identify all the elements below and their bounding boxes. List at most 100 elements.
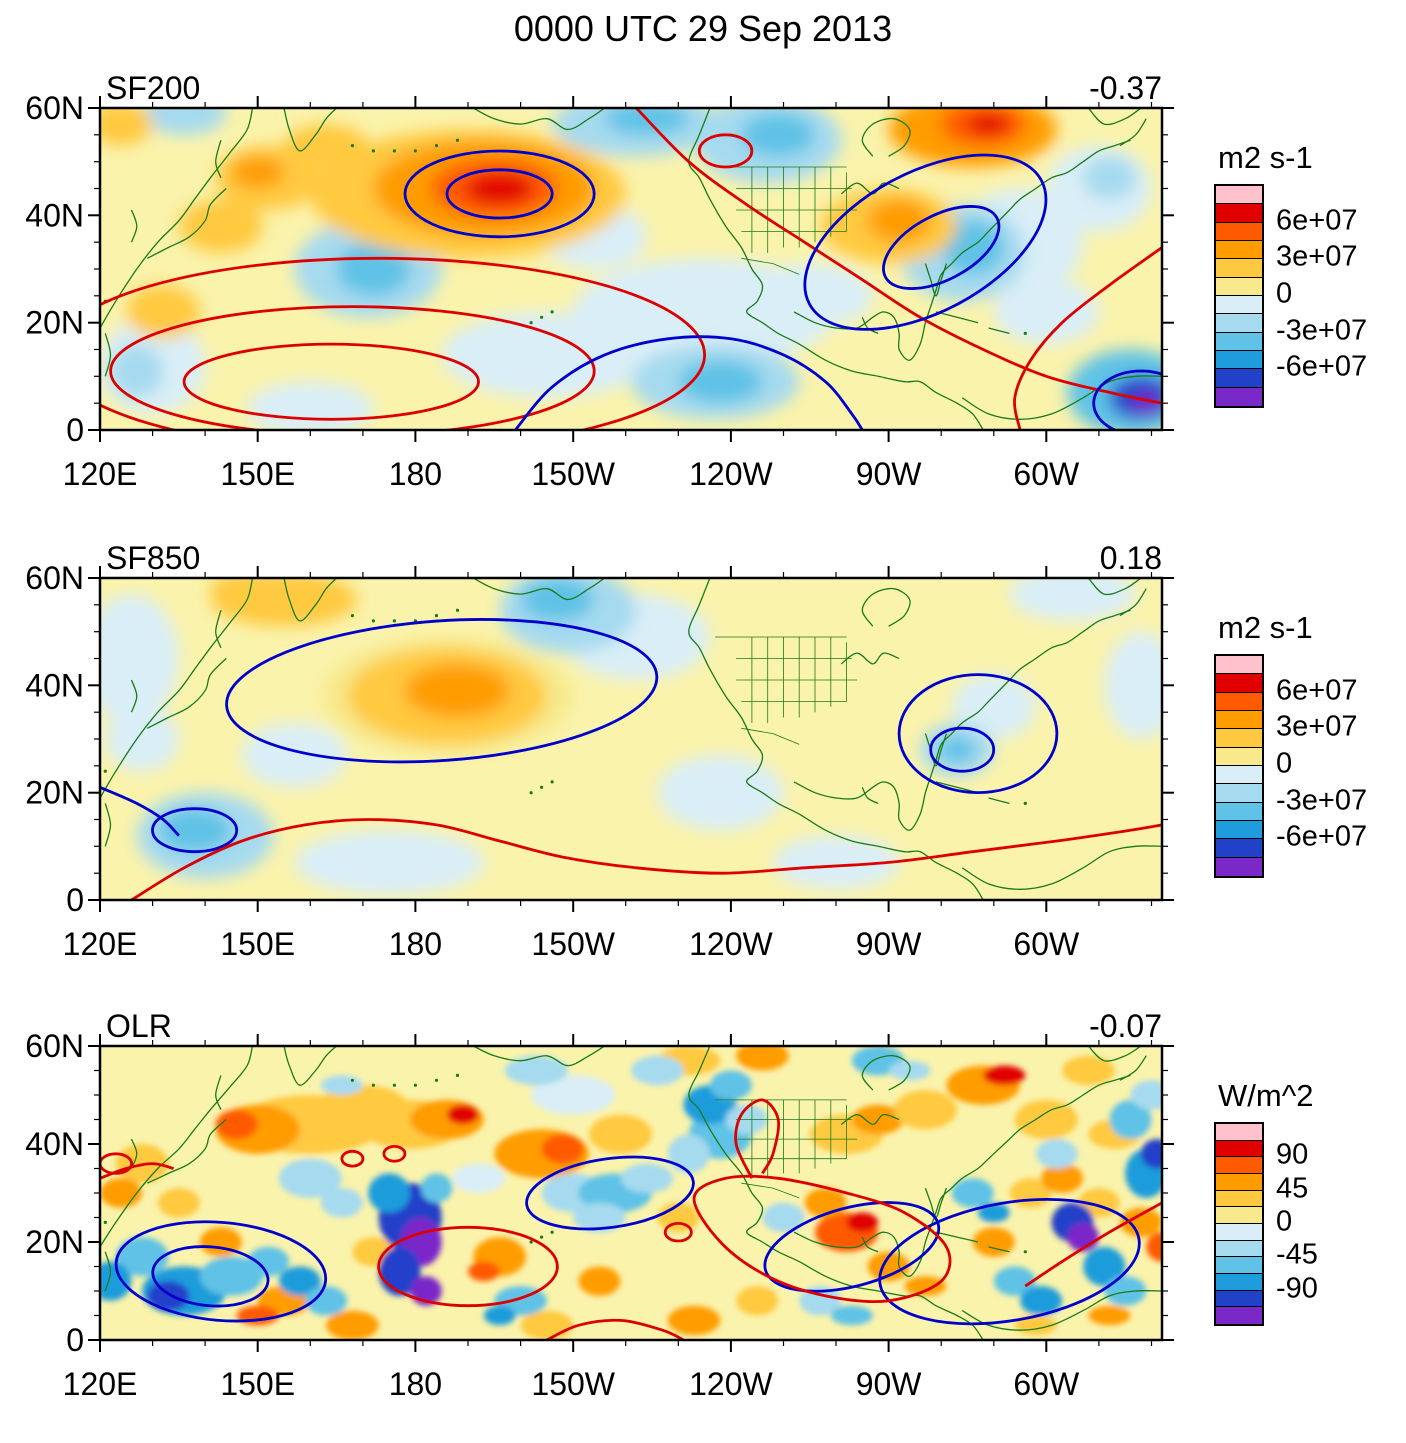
anomaly-blob [199,1256,263,1296]
map-plot-svg: 120E 150E 180 150W 120W 90W 60W 0 20N 40N 60N [25,560,1174,962]
y-tick-label: 0 [66,1322,84,1358]
colorbar-cell [1216,1257,1262,1274]
colorbar-cell [1216,240,1262,260]
anomaly-blob [904,1276,947,1296]
anomaly-blob [1088,1305,1131,1326]
anomaly-blob [520,1310,574,1340]
anomaly-blob [231,156,284,189]
colorbar-tick-label: 0 [1276,277,1293,310]
anomaly-blob [368,1173,411,1213]
shaded-anomalies [100,578,1162,895]
colorbar-tick-label: -45 [1276,1238,1318,1271]
figure-title: 0000 UTC 29 Sep 2013 [513,8,893,49]
y-tick-label: 20N [25,1224,84,1260]
contour-line [114,1220,328,1323]
anomaly-blob [465,172,534,205]
contour-line [929,726,996,773]
colorbar-unit-label: W/m^2 [1218,1078,1314,1113]
contour-line [525,1155,695,1231]
colorbar-tick-label: 90 [1276,1138,1309,1171]
colorbar-cell [1216,1173,1262,1191]
x-tick-label: 60W [1013,1366,1080,1402]
panel-correlation-value: 0.18 [1099,540,1162,576]
colorbar-cell [1216,204,1262,223]
contour-line [225,618,659,764]
panel-sf850: SF850 0.18 120E 150E 180 150W 120W 90W 60W 0 20N… [0,540,1406,1008]
anomaly-blob [967,113,1010,135]
anomaly-blob [1083,1246,1126,1287]
anomaly-blob [578,1266,621,1296]
x-tick-label: 90W [856,456,923,492]
anomaly-blob [215,1109,258,1140]
colorbar-cell [1216,332,1262,351]
x-tick-label: 120W [689,1366,773,1402]
colorbar-cell [1216,186,1262,205]
contour-line [1013,246,1162,430]
anomaly-blob [404,663,511,718]
coastlines [100,1046,1162,1340]
contour-line [878,1197,1141,1326]
colorbar-cell [1216,692,1262,711]
panel-olr: OLR -0.07 120E 150E 180 150W 120W 90W 60W 0 20N 4… [0,1008,1406,1443]
anomaly-blob [1104,631,1162,739]
anomaly-blob [772,835,900,890]
contour-lines [100,1098,1162,1340]
colorbar-body [1214,654,1264,878]
anomaly-blob [1035,1139,1078,1169]
colorbar-tick-label: -6e+07 [1276,350,1368,383]
x-tick-label: 150W [531,1366,615,1402]
anomaly-blob [105,706,179,772]
anomaly-blob [247,381,374,430]
colorbar-tick-label: 3e+07 [1276,240,1358,273]
colorbar-cell [1216,747,1262,766]
anomaly-blob [1120,1207,1162,1238]
y-tick-label: 20N [25,305,84,341]
colorbar-cell [1216,674,1262,693]
axis-ticks [88,96,1174,442]
contour-line [763,1201,941,1293]
contour-line [1092,369,1162,430]
colorbar-cell [1216,1157,1262,1174]
anomaly-blob [830,1305,873,1326]
colorbar-tick-label: 3e+07 [1276,710,1358,743]
x-tick-label: 90W [856,1366,923,1402]
anomaly-blob [620,1163,674,1193]
anomaly-blob [657,1202,700,1233]
anomaly-blob [1130,1080,1162,1110]
y-tick-label: 0 [66,412,84,448]
colorbar-cell [1216,1273,1262,1291]
panel-correlation-value: -0.07 [1089,1008,1162,1044]
panel-variable-label: SF200 [106,70,201,106]
colorbar-cell [1216,656,1262,675]
map-plot-olr: 120E 150E 180 150W 120W 90W 60W 0 20N 40N 60N [25,1028,1174,1402]
panel-header: SF850 0.18 [100,540,1162,576]
contour-line [151,1245,270,1308]
anomaly-blob [100,108,153,146]
colorbar-tick-label: 6e+07 [1276,204,1358,237]
anomaly-blob [1041,1163,1084,1193]
anomaly-blob [100,1261,132,1301]
coastlines [100,108,1162,430]
anomaly-blob [320,1188,363,1218]
contour-line [130,818,1162,900]
colorbar-cell [1216,314,1262,333]
anomaly-blob [1014,1099,1078,1140]
contour-line [882,205,1001,290]
colorbar-tick-label: 6e+07 [1276,674,1358,707]
map-plot-svg: 120E 150E 180 150W 120W 90W 60W 0 20N 40N 60N [25,1028,1174,1402]
anomaly-blob [326,1310,379,1340]
x-tick-label: 60W [1013,456,1080,492]
anomaly-blob [736,1286,779,1316]
y-tick-label: 60N [25,1028,84,1064]
map-plot-svg: 120E 150E 180 150W 120W 90W 60W 0 20N 40N 60N [25,90,1174,492]
anomaly-blob [541,1134,584,1164]
colorbar-cell [1216,1223,1262,1241]
anomaly-blob [1062,1055,1115,1086]
x-tick-label: 150E [220,456,295,492]
colorbar-cell [1216,710,1262,730]
anomaly-blob [320,1075,363,1095]
panel-correlation-value: -0.37 [1089,70,1162,106]
anomaly-blob [210,578,284,605]
colorbar-cell [1216,729,1262,748]
anomaly-blob [447,1104,479,1125]
